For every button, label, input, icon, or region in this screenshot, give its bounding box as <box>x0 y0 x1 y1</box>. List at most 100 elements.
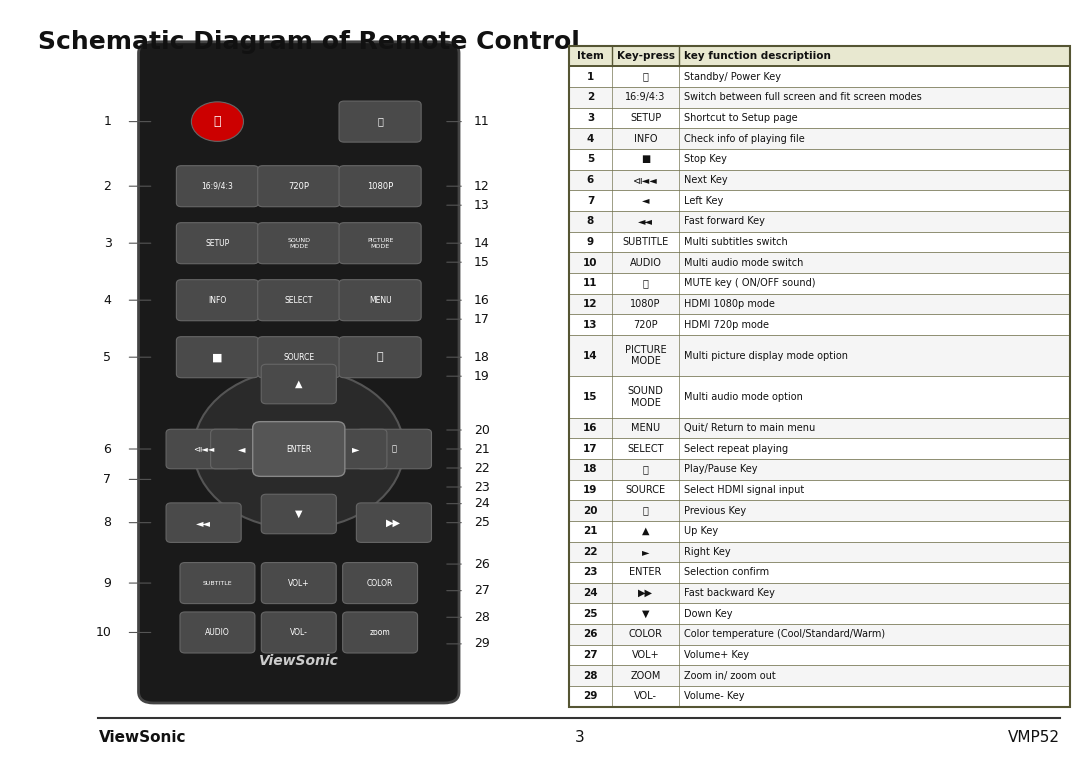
Text: 🔇: 🔇 <box>377 116 383 127</box>
FancyBboxPatch shape <box>180 562 255 603</box>
Text: 720P: 720P <box>633 319 658 330</box>
FancyBboxPatch shape <box>211 429 273 469</box>
Text: 19: 19 <box>583 485 597 495</box>
Text: zoom: zoom <box>369 628 391 637</box>
Text: 24: 24 <box>474 497 490 510</box>
Text: 1: 1 <box>586 71 594 81</box>
FancyBboxPatch shape <box>569 108 1070 128</box>
FancyBboxPatch shape <box>258 337 340 378</box>
Text: SUBTITLE: SUBTITLE <box>622 237 669 247</box>
FancyBboxPatch shape <box>569 603 1070 624</box>
FancyBboxPatch shape <box>569 521 1070 542</box>
Text: ⏭: ⏭ <box>391 445 396 454</box>
Text: ▲: ▲ <box>642 526 649 536</box>
Text: 10: 10 <box>583 258 597 268</box>
Text: 6: 6 <box>104 442 111 455</box>
Text: 5: 5 <box>104 350 111 364</box>
Text: Quit/ Return to main menu: Quit/ Return to main menu <box>685 423 815 433</box>
Text: INFO: INFO <box>208 296 227 305</box>
Text: Down Key: Down Key <box>685 609 733 619</box>
FancyBboxPatch shape <box>176 223 258 264</box>
Text: ◄: ◄ <box>238 444 245 454</box>
Text: 🔇: 🔇 <box>643 278 648 288</box>
Text: MENU: MENU <box>368 296 391 305</box>
Text: MUTE key ( ON/OFF sound): MUTE key ( ON/OFF sound) <box>685 278 815 288</box>
Text: Left Key: Left Key <box>685 195 724 205</box>
Text: ViewSonic: ViewSonic <box>259 654 339 668</box>
Text: 1080P: 1080P <box>367 182 393 191</box>
Text: ►: ► <box>352 444 360 454</box>
FancyBboxPatch shape <box>569 583 1070 603</box>
FancyBboxPatch shape <box>138 42 459 703</box>
Text: 8: 8 <box>586 217 594 226</box>
Text: Multi picture display mode option: Multi picture display mode option <box>685 350 849 360</box>
FancyBboxPatch shape <box>569 314 1070 335</box>
Text: VOL+: VOL+ <box>632 650 660 660</box>
Text: VOL+: VOL+ <box>288 578 310 587</box>
FancyBboxPatch shape <box>356 503 432 543</box>
FancyBboxPatch shape <box>569 252 1070 273</box>
Text: ►: ► <box>642 547 649 557</box>
FancyBboxPatch shape <box>176 337 258 378</box>
Text: ◄◄: ◄◄ <box>638 217 653 226</box>
Text: 17: 17 <box>583 444 598 454</box>
Text: Standby/ Power Key: Standby/ Power Key <box>685 71 781 81</box>
Text: Select repeat playing: Select repeat playing <box>685 444 788 454</box>
Text: ▶▶: ▶▶ <box>387 518 402 527</box>
FancyBboxPatch shape <box>258 223 340 264</box>
FancyBboxPatch shape <box>325 429 387 469</box>
FancyBboxPatch shape <box>569 273 1070 293</box>
Text: 3: 3 <box>586 113 594 123</box>
Text: Switch between full screen and fit screen modes: Switch between full screen and fit scree… <box>685 92 922 103</box>
Text: 9: 9 <box>104 577 111 590</box>
Text: COLOR: COLOR <box>367 578 393 587</box>
Text: 26: 26 <box>474 558 490 571</box>
Text: ◄◄: ◄◄ <box>197 518 211 527</box>
Text: Multi subtitles switch: Multi subtitles switch <box>685 237 788 247</box>
Text: SOURCE: SOURCE <box>625 485 665 495</box>
FancyBboxPatch shape <box>342 562 418 603</box>
Text: Volume- Key: Volume- Key <box>685 692 745 701</box>
Text: Check info of playing file: Check info of playing file <box>685 134 805 144</box>
Text: 22: 22 <box>583 547 597 557</box>
FancyBboxPatch shape <box>569 211 1070 232</box>
Text: 5: 5 <box>586 154 594 164</box>
Text: 27: 27 <box>474 584 490 597</box>
Text: 11: 11 <box>583 278 597 288</box>
FancyBboxPatch shape <box>569 644 1070 666</box>
Text: 12: 12 <box>583 299 597 309</box>
Text: VMP52: VMP52 <box>1008 730 1059 745</box>
FancyBboxPatch shape <box>339 101 421 142</box>
Text: 21: 21 <box>474 442 490 455</box>
Text: 13: 13 <box>583 319 597 330</box>
FancyBboxPatch shape <box>176 166 258 207</box>
Text: 20: 20 <box>583 505 597 515</box>
FancyBboxPatch shape <box>569 624 1070 644</box>
Text: 18: 18 <box>474 350 490 364</box>
Text: 23: 23 <box>583 568 597 578</box>
FancyBboxPatch shape <box>253 422 345 477</box>
Text: AUDIO: AUDIO <box>205 628 230 637</box>
Text: INFO: INFO <box>634 134 658 144</box>
Text: 7: 7 <box>586 195 594 205</box>
Text: PICTURE
MODE: PICTURE MODE <box>367 238 393 249</box>
FancyBboxPatch shape <box>569 666 1070 686</box>
Text: Next Key: Next Key <box>685 175 728 185</box>
Text: VOL-: VOL- <box>289 628 308 637</box>
Text: Item: Item <box>577 51 604 61</box>
Text: 29: 29 <box>474 638 490 651</box>
FancyBboxPatch shape <box>569 686 1070 707</box>
Text: SOUND
MODE: SOUND MODE <box>627 386 663 407</box>
Text: 25: 25 <box>474 516 490 529</box>
Text: SELECT: SELECT <box>285 296 313 305</box>
Text: MENU: MENU <box>631 423 660 433</box>
Text: ⏯: ⏯ <box>643 464 648 474</box>
FancyBboxPatch shape <box>261 364 336 404</box>
Text: 13: 13 <box>474 198 490 212</box>
Text: ■: ■ <box>212 352 222 363</box>
Text: 4: 4 <box>586 134 594 144</box>
Text: 3: 3 <box>104 236 111 250</box>
FancyBboxPatch shape <box>261 494 336 534</box>
Text: Schematic Diagram of Remote Control: Schematic Diagram of Remote Control <box>38 30 580 55</box>
Text: SETUP: SETUP <box>630 113 661 123</box>
